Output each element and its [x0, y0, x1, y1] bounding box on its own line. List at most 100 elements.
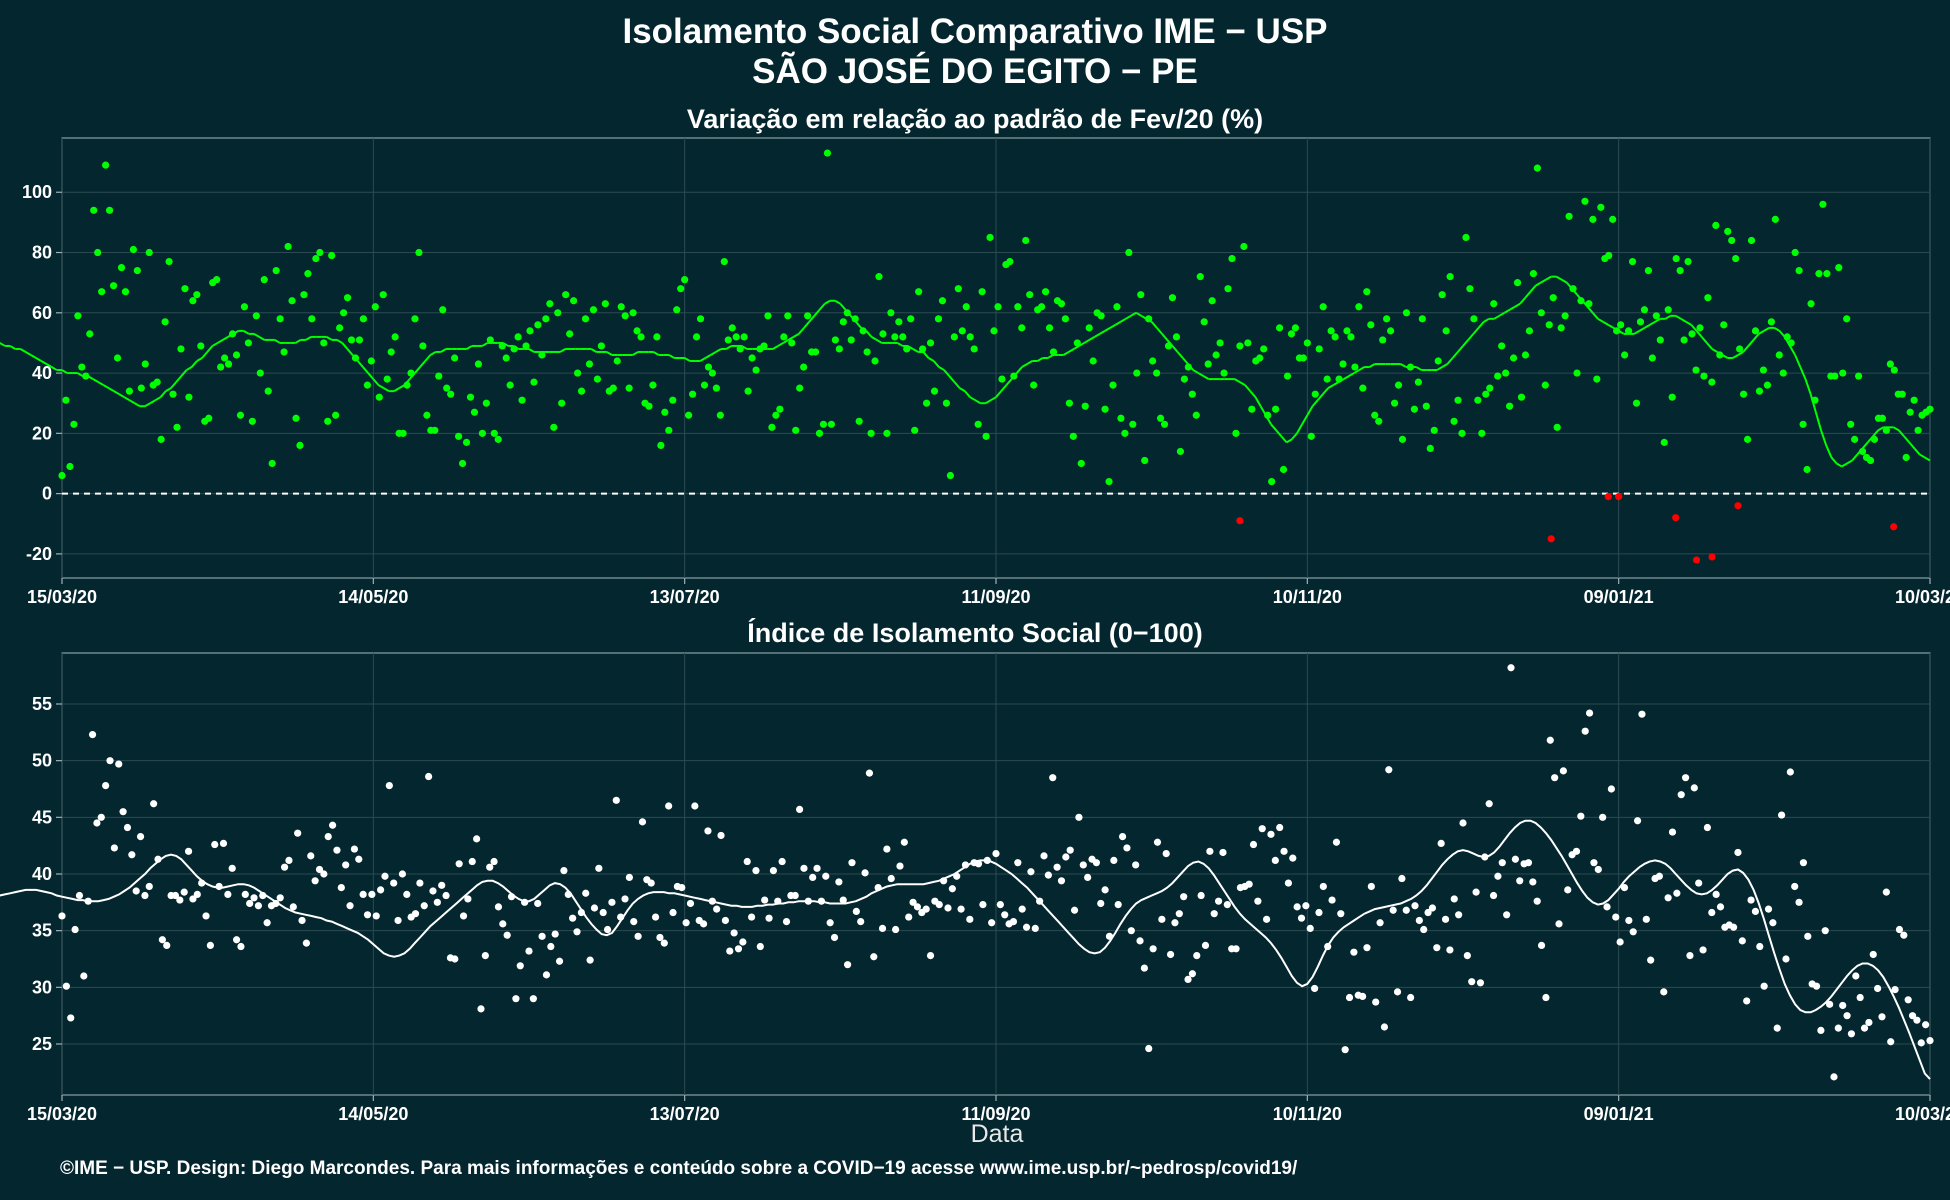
data-point — [1351, 363, 1359, 371]
data-point — [1565, 212, 1573, 220]
data-point — [294, 829, 302, 837]
moving-average-segment — [1789, 345, 1796, 356]
data-point — [1276, 823, 1284, 832]
data-point — [1546, 736, 1554, 744]
data-point — [1371, 411, 1379, 419]
data-point — [839, 896, 847, 904]
data-point — [1001, 911, 1009, 919]
data-point — [922, 905, 930, 913]
data-point — [459, 912, 468, 920]
data-point — [792, 426, 800, 434]
data-point — [1244, 339, 1252, 347]
data-point — [66, 462, 74, 471]
data-point — [1249, 840, 1258, 849]
data-point — [554, 309, 562, 317]
data-point — [1022, 236, 1030, 245]
data-point — [769, 867, 778, 875]
data-point — [1359, 384, 1367, 392]
moving-average-segment — [1477, 321, 1485, 329]
data-point — [102, 782, 110, 790]
data-point — [1913, 1016, 1921, 1024]
data-point — [250, 894, 258, 902]
data-point — [1607, 785, 1615, 793]
data-point — [788, 339, 796, 347]
moving-average-segment — [108, 387, 115, 393]
moving-average-segment — [170, 381, 177, 389]
data-point — [1628, 257, 1637, 266]
data-point — [835, 345, 843, 353]
data-point — [1605, 251, 1613, 260]
moving-average-segment — [1005, 378, 1013, 386]
data-point — [815, 429, 824, 437]
data-point — [425, 772, 433, 781]
moving-average-segment — [818, 303, 826, 311]
data-point — [847, 336, 855, 344]
data-point — [1589, 215, 1597, 223]
moving-average-segment — [1400, 363, 1407, 368]
data-point — [848, 859, 856, 867]
moving-average-segment — [19, 348, 27, 353]
data-point — [1490, 300, 1498, 308]
moving-average-segment — [87, 375, 94, 380]
data-point — [447, 390, 455, 398]
data-point — [647, 879, 655, 887]
data-point — [938, 297, 947, 305]
data-point — [512, 995, 520, 1003]
data-point — [439, 306, 447, 314]
data-point — [1446, 946, 1454, 954]
data-point — [625, 873, 633, 882]
data-point — [526, 327, 534, 335]
moving-average-segment — [1509, 305, 1516, 311]
data-point — [1549, 294, 1557, 302]
data-point — [525, 947, 533, 955]
data-point — [1799, 420, 1807, 428]
data-point — [857, 918, 865, 926]
data-point — [1778, 811, 1786, 819]
data-point — [1690, 784, 1698, 792]
moving-average-segment — [1529, 285, 1537, 293]
negative-point — [1734, 502, 1742, 510]
data-point — [1819, 200, 1827, 208]
data-point — [986, 233, 994, 242]
moving-average-segment — [414, 366, 421, 374]
data-point — [546, 300, 554, 308]
data-point — [514, 333, 522, 341]
data-point — [1066, 846, 1074, 854]
data-point — [244, 339, 253, 347]
moving-average-segment — [928, 357, 935, 362]
data-point — [324, 417, 332, 425]
data-point — [1647, 956, 1655, 964]
moving-average-segment — [440, 348, 447, 353]
data-point — [724, 336, 732, 344]
moving-average-segment — [35, 357, 42, 362]
moving-average-segment — [243, 330, 250, 335]
moving-average-segment — [844, 309, 852, 317]
data-point — [1236, 342, 1244, 350]
moving-average-segment — [1493, 314, 1500, 320]
data-point — [419, 342, 427, 350]
data-point — [784, 312, 792, 320]
moving-average-segment — [1451, 351, 1459, 359]
moving-average-segment — [466, 345, 473, 350]
moving-average-segment — [1244, 384, 1252, 392]
data-point — [1677, 791, 1685, 799]
moving-average-segment — [1457, 345, 1464, 353]
data-point — [1764, 905, 1773, 913]
data-point — [1434, 357, 1442, 365]
data-point — [1926, 1037, 1934, 1045]
data-point — [734, 945, 743, 953]
data-point — [339, 309, 348, 317]
data-point — [237, 942, 245, 951]
data-point — [240, 303, 249, 311]
moving-average-segment — [1073, 345, 1080, 350]
data-point — [1355, 303, 1363, 311]
data-point — [1782, 955, 1790, 963]
moving-average-segment — [362, 366, 369, 374]
moving-average-segment — [1441, 363, 1448, 368]
moving-average-segment — [684, 357, 691, 362]
data-point — [193, 890, 201, 899]
data-point — [494, 435, 502, 443]
data-point — [691, 802, 699, 810]
y-tick-label: 50 — [32, 751, 52, 771]
data-point — [811, 348, 820, 356]
